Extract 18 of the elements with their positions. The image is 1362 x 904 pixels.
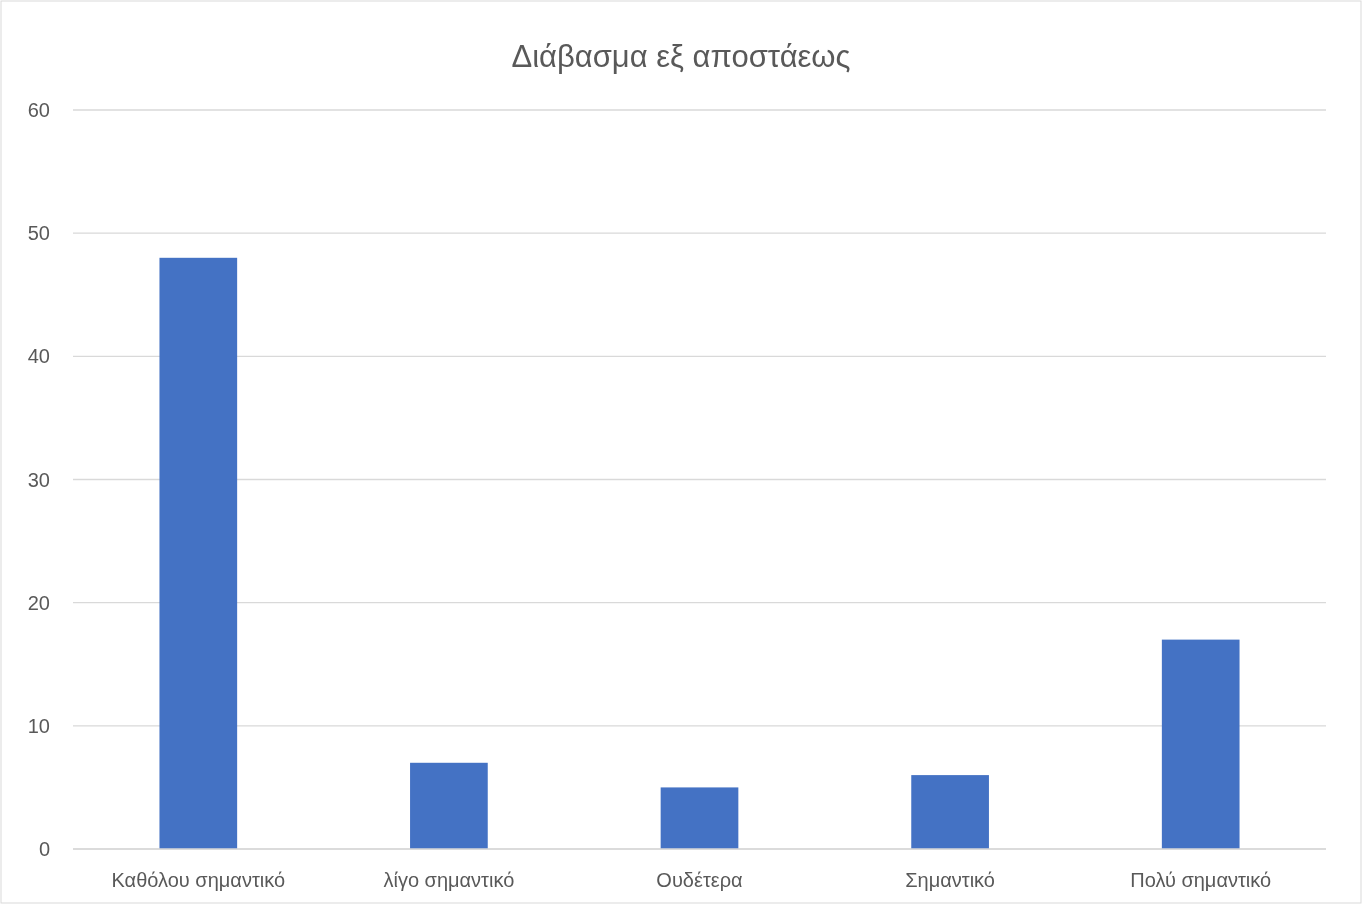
bar bbox=[410, 762, 488, 849]
bar bbox=[660, 787, 739, 849]
y-tick-label: 60 bbox=[27, 99, 50, 121]
x-tick-label: Ουδέτερα bbox=[656, 869, 743, 891]
y-tick-label: 30 bbox=[27, 468, 50, 491]
chart-title: Διάβασμα εξ αποστάεως bbox=[511, 39, 851, 74]
x-tick-label: Σημαντικό bbox=[905, 869, 995, 891]
y-tick-label: 50 bbox=[27, 222, 50, 245]
y-tick-label: 20 bbox=[27, 591, 50, 614]
y-tick-label: 40 bbox=[27, 345, 50, 368]
y-tick-label: 0 bbox=[38, 838, 50, 860]
x-tick-label: Πολύ σημαντικό bbox=[1130, 869, 1272, 891]
x-tick-label: λίγο σημαντικό bbox=[383, 869, 515, 891]
bar bbox=[159, 257, 238, 849]
y-tick-label: 10 bbox=[27, 714, 50, 737]
bar bbox=[911, 775, 989, 849]
x-tick-label: Καθόλου σημαντικό bbox=[111, 869, 286, 891]
bar bbox=[1161, 639, 1240, 849]
